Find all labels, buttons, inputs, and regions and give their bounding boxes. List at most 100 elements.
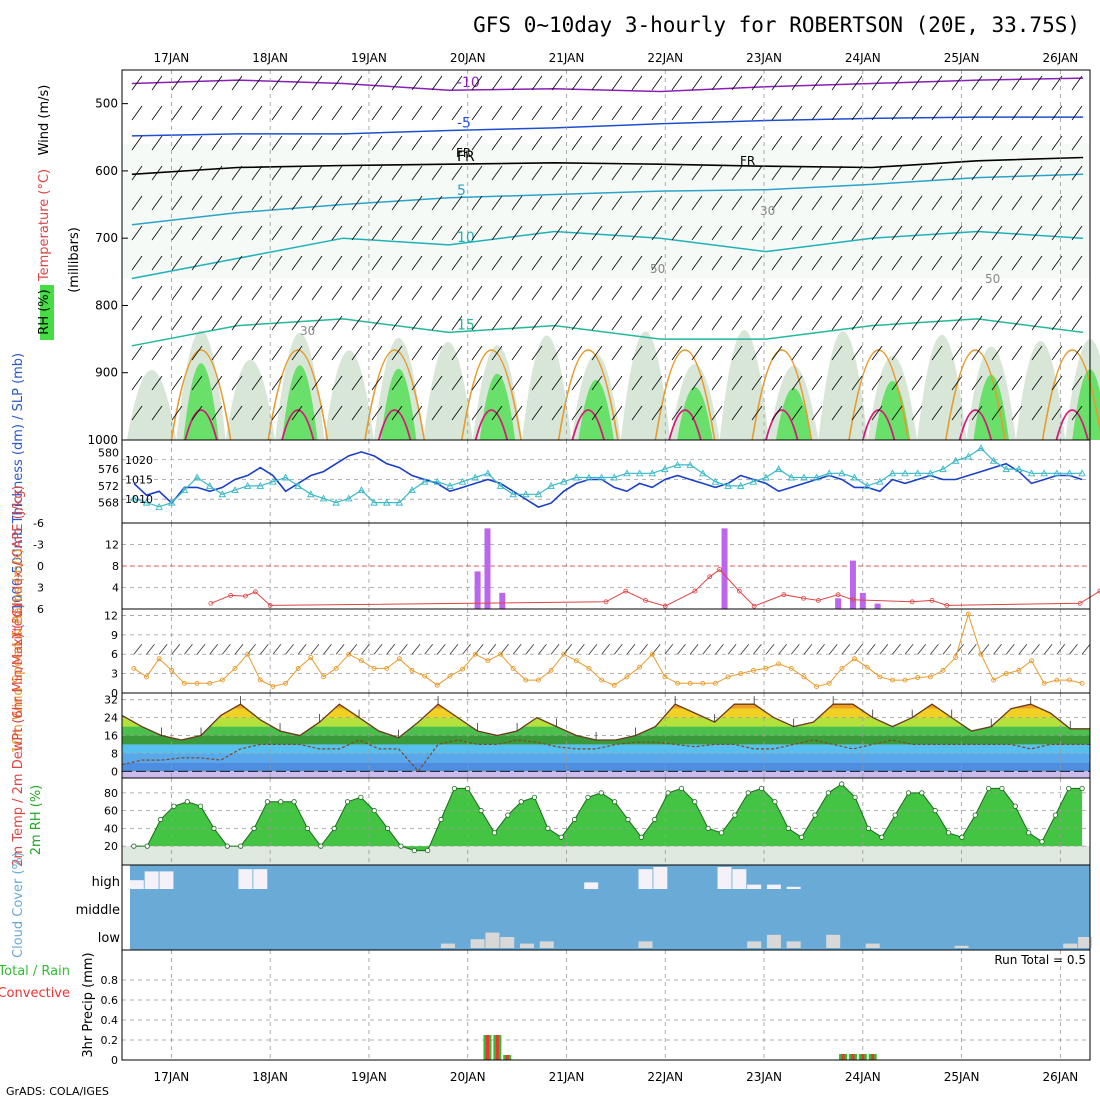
wind-barb — [1051, 345, 1063, 361]
wind-barb — [271, 75, 283, 91]
wind-barb — [431, 195, 443, 211]
wind-speed-point — [776, 661, 782, 667]
surface-wind-barb — [1056, 643, 1066, 655]
wind-barb — [371, 315, 383, 331]
wind-barb — [751, 375, 763, 391]
wind-barb — [231, 195, 243, 211]
lifted-index-point — [623, 588, 629, 594]
lifted-index-point — [603, 599, 609, 605]
warm-isotherm — [654, 349, 716, 441]
thickness-point — [370, 498, 378, 506]
wind-barb — [191, 315, 203, 331]
wind-barb — [671, 165, 683, 181]
top-day-label: 19JAN — [351, 51, 387, 65]
lifted-index-point — [208, 600, 214, 606]
wind-speed-point — [675, 680, 680, 686]
wind-barb — [691, 375, 703, 391]
wind-barb — [831, 225, 843, 241]
wind-barb — [331, 225, 343, 241]
wind-barb — [951, 135, 963, 151]
thickness-point — [509, 490, 517, 498]
thickness-point — [989, 456, 998, 464]
wind-barb — [771, 375, 783, 391]
wind-speed-point — [561, 651, 567, 657]
thickness-point — [724, 481, 732, 489]
surface-wind-barb — [310, 643, 320, 655]
wind-barb — [631, 225, 643, 241]
wind-barb — [351, 135, 363, 151]
wind-barb — [531, 375, 543, 391]
wind-speed-point — [257, 677, 263, 683]
rh-point — [545, 825, 551, 831]
wind-barb — [1031, 285, 1043, 301]
wind-barb — [1071, 135, 1083, 151]
thickness-point — [231, 486, 239, 494]
wind-barb — [151, 255, 163, 271]
surface-wind-barb — [222, 643, 231, 655]
wind-barb — [131, 255, 143, 271]
surface-wind-barb — [904, 643, 914, 655]
surface-wind-barb — [942, 643, 952, 655]
wind-barb — [211, 75, 223, 91]
wind-barb — [571, 75, 583, 91]
wind-barb — [1051, 225, 1063, 241]
rh-point — [972, 812, 978, 818]
footer-credit: GrADS: COLA/IGES — [6, 1085, 109, 1098]
surface-wind-barb — [1018, 643, 1028, 655]
bottom-day-label: 20JAN — [450, 1070, 486, 1084]
rh-shade-moist — [874, 380, 911, 440]
thickness-point — [977, 444, 985, 452]
wind-speed-point — [485, 658, 491, 664]
wind-barb — [871, 345, 883, 361]
wind-tick: 3 — [111, 668, 118, 681]
wind-barb — [531, 165, 543, 181]
wind-barb — [731, 255, 743, 271]
rh-point — [278, 799, 284, 805]
wind-barb — [331, 165, 343, 181]
wind-barb — [431, 225, 443, 241]
wind-speed-point — [523, 677, 529, 683]
temp-tick: 0 — [111, 765, 118, 778]
wind-barb — [831, 195, 843, 211]
wind-barb — [491, 75, 503, 91]
wind-barb — [791, 75, 803, 91]
wind-barb — [1011, 405, 1023, 421]
wind-barb — [711, 255, 723, 271]
wind-barb — [851, 105, 863, 121]
rh-point — [251, 825, 257, 831]
rh-point — [879, 834, 885, 840]
thickness-point — [547, 481, 555, 489]
wind-barb — [451, 105, 463, 121]
wind-barb — [1071, 405, 1083, 421]
wind-barb — [411, 255, 423, 271]
wind-barb — [451, 285, 463, 301]
wind-barb — [711, 285, 723, 301]
wind-speed-point — [1016, 667, 1022, 673]
wind-barb — [211, 405, 223, 421]
surface-wind-barb — [1081, 643, 1091, 655]
wind-barb — [1071, 225, 1083, 241]
wind-speed-point — [1029, 658, 1034, 664]
wind-barb — [251, 255, 263, 271]
thickness-point — [243, 481, 252, 489]
wind-barb — [831, 285, 843, 301]
wind-barb — [351, 375, 363, 391]
wind-barb — [971, 135, 983, 151]
wind-barb — [1031, 225, 1043, 241]
wind-barb — [831, 165, 843, 181]
wind-barb — [251, 75, 263, 91]
wind-barb — [431, 315, 443, 331]
hot-isotherm — [571, 409, 605, 441]
wind-barb — [971, 285, 983, 301]
wind-barb — [971, 375, 983, 391]
thickness-point — [661, 465, 669, 473]
wind-speed-point — [788, 665, 794, 671]
temp-band — [122, 762, 1090, 772]
wind-barb — [311, 315, 323, 331]
surface-wind-barb — [550, 643, 560, 655]
wind-barb — [991, 405, 1003, 421]
cape-tick: 4 — [112, 582, 119, 595]
wind-barb — [511, 315, 523, 331]
rh-contour-label: 30 — [760, 204, 775, 218]
pressure-tick: 700 — [95, 231, 118, 245]
